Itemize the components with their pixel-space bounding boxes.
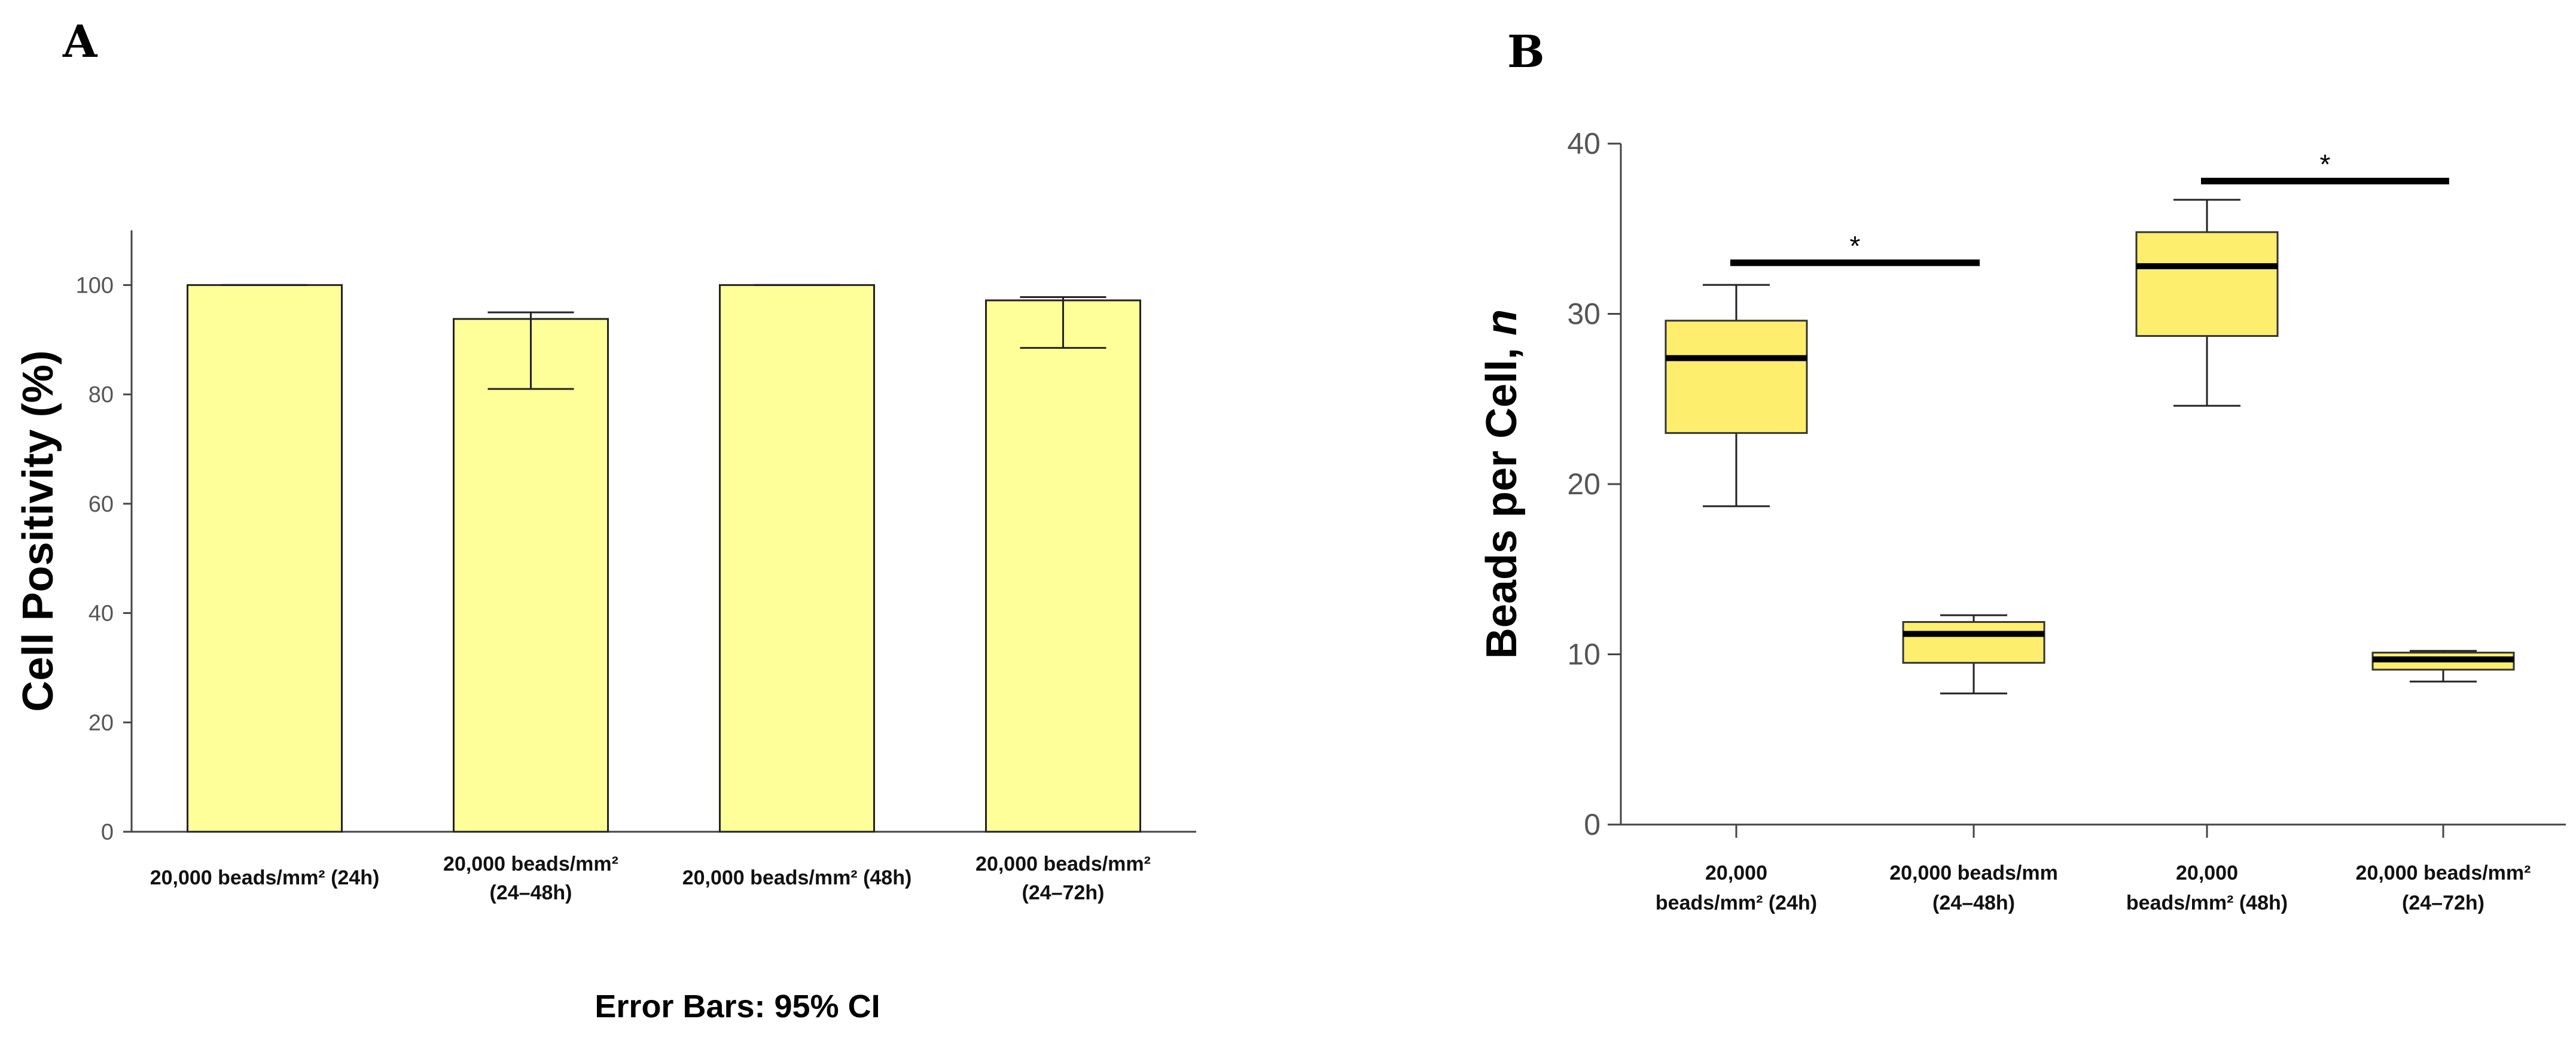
x-category-label: (24–72h) xyxy=(1022,881,1105,904)
x-category-label: 20,000 beads/mm² (48h) xyxy=(682,866,912,889)
y-axis-title: Cell Positivity (%) xyxy=(14,350,62,711)
panel-label-a: A xyxy=(62,16,98,68)
x-category-label: 20,000 xyxy=(1705,862,1767,884)
error-bars-note: Error Bars: 95% CI xyxy=(595,989,880,1024)
y-tick-label: 40 xyxy=(1567,127,1601,160)
x-category-label: (24–48h) xyxy=(490,881,572,904)
y-tick-label: 60 xyxy=(89,492,114,517)
panel-b-chart: 0 10 20 30 40 Beads per Cell, n 20,000 beads/mm… xyxy=(1478,127,2566,914)
x-category-label: 20,000 beads/mm² xyxy=(2356,862,2531,884)
box xyxy=(1902,621,2045,664)
y-tick-label: 20 xyxy=(1567,467,1601,501)
x-category-label: 20,000 beads/mm² xyxy=(975,853,1151,875)
y-axis-title-italic: n xyxy=(1478,309,1526,336)
x-category-label: 20,000 beads/mm² xyxy=(443,853,618,875)
x-category-label: 20,000 beads/mm² (24h) xyxy=(150,866,380,889)
x-category-label: 20,000 xyxy=(2176,862,2238,884)
bar xyxy=(453,318,609,833)
panel-label-b: B xyxy=(1507,26,1545,78)
bar xyxy=(985,299,1141,833)
y-tick-label: 30 xyxy=(1567,297,1601,331)
bar xyxy=(187,284,343,833)
panel-a-chart: 0 20 40 60 80 100 Cell Positivity (%) 20,000 be… xyxy=(14,230,1196,904)
x-category-label: beads/mm² (24h) xyxy=(1656,892,1817,914)
significance-marker: * xyxy=(1850,230,1861,261)
box xyxy=(2135,231,2279,337)
significance-marker: * xyxy=(2320,149,2331,180)
y-tick-label: 10 xyxy=(1567,638,1601,671)
y-tick-label: 100 xyxy=(76,273,114,298)
y-axis-title: Beads per Cell, n xyxy=(1478,309,1526,659)
x-category-label: (24–48h) xyxy=(1932,892,2015,914)
y-tick-label: 40 xyxy=(89,601,114,627)
bar xyxy=(719,284,875,833)
x-category-label: 20,000 beads/mm xyxy=(1889,862,2058,884)
x-category-label: (24–72h) xyxy=(2402,892,2484,914)
box xyxy=(1665,320,1808,434)
y-tick-label: 20 xyxy=(89,710,114,735)
y-axis-title-main: Beads per Cell, xyxy=(1478,336,1526,659)
y-tick-label: 0 xyxy=(1584,808,1601,841)
y-tick-label: 0 xyxy=(101,820,114,845)
x-category-label: beads/mm² (48h) xyxy=(2126,892,2288,914)
y-tick-label: 80 xyxy=(89,382,114,407)
